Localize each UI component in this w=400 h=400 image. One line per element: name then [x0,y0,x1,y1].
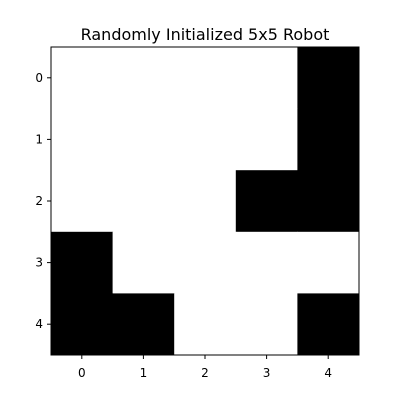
heatmap-cell-r4-c0 [51,293,114,356]
heatmap-cell-r3-c4 [297,231,360,294]
heatmap-cells [51,47,360,356]
y-tick-label: 4 [35,317,43,331]
heatmap-cell-r0-c2 [174,47,237,110]
heatmap-cell-r2-c2 [174,170,237,233]
heatmap-cell-r2-c4 [297,170,360,233]
y-tick-label: 3 [35,256,43,270]
x-tick-label: 3 [263,366,271,380]
x-axis: 0 1 2 3 4 [78,355,332,380]
chart-title: Randomly Initialized 5x5 Robot [81,25,330,44]
heatmap-cell-r3-c0 [51,231,114,294]
heatmap-cell-r1-c1 [112,108,175,171]
heatmap-cell-r0-c0 [51,47,114,110]
y-tick-label: 0 [35,71,43,85]
heatmap-cell-r3-c1 [112,231,175,294]
heatmap-cell-r0-c3 [235,47,298,110]
heatmap-cell-r2-c1 [112,170,175,233]
heatmap-cell-r2-c3 [235,170,298,233]
heatmap-cell-r1-c4 [297,108,360,171]
heatmap-cell-r4-c2 [174,293,237,356]
heatmap-cell-r1-c3 [235,108,298,171]
heatmap-cell-r4-c3 [235,293,298,356]
heatmap-cell-r3-c2 [174,231,237,294]
heatmap-cell-r1-c2 [174,108,237,171]
y-tick-label: 2 [35,194,43,208]
heatmap-cell-r0-c4 [297,47,360,110]
heatmap-cell-r3-c3 [235,231,298,294]
x-tick-label: 1 [140,366,148,380]
y-axis: 0 1 2 3 4 [35,71,51,331]
heatmap-cell-r1-c0 [51,108,114,171]
heatmap-cell-r0-c1 [112,47,175,110]
y-tick-label: 1 [35,132,43,146]
x-tick-label: 0 [78,366,86,380]
heatmap-cell-r4-c4 [297,293,360,356]
x-tick-label: 4 [324,366,332,380]
x-tick-label: 2 [201,366,209,380]
heatmap-cell-r4-c1 [112,293,175,356]
heatmap-cell-r2-c0 [51,170,114,233]
